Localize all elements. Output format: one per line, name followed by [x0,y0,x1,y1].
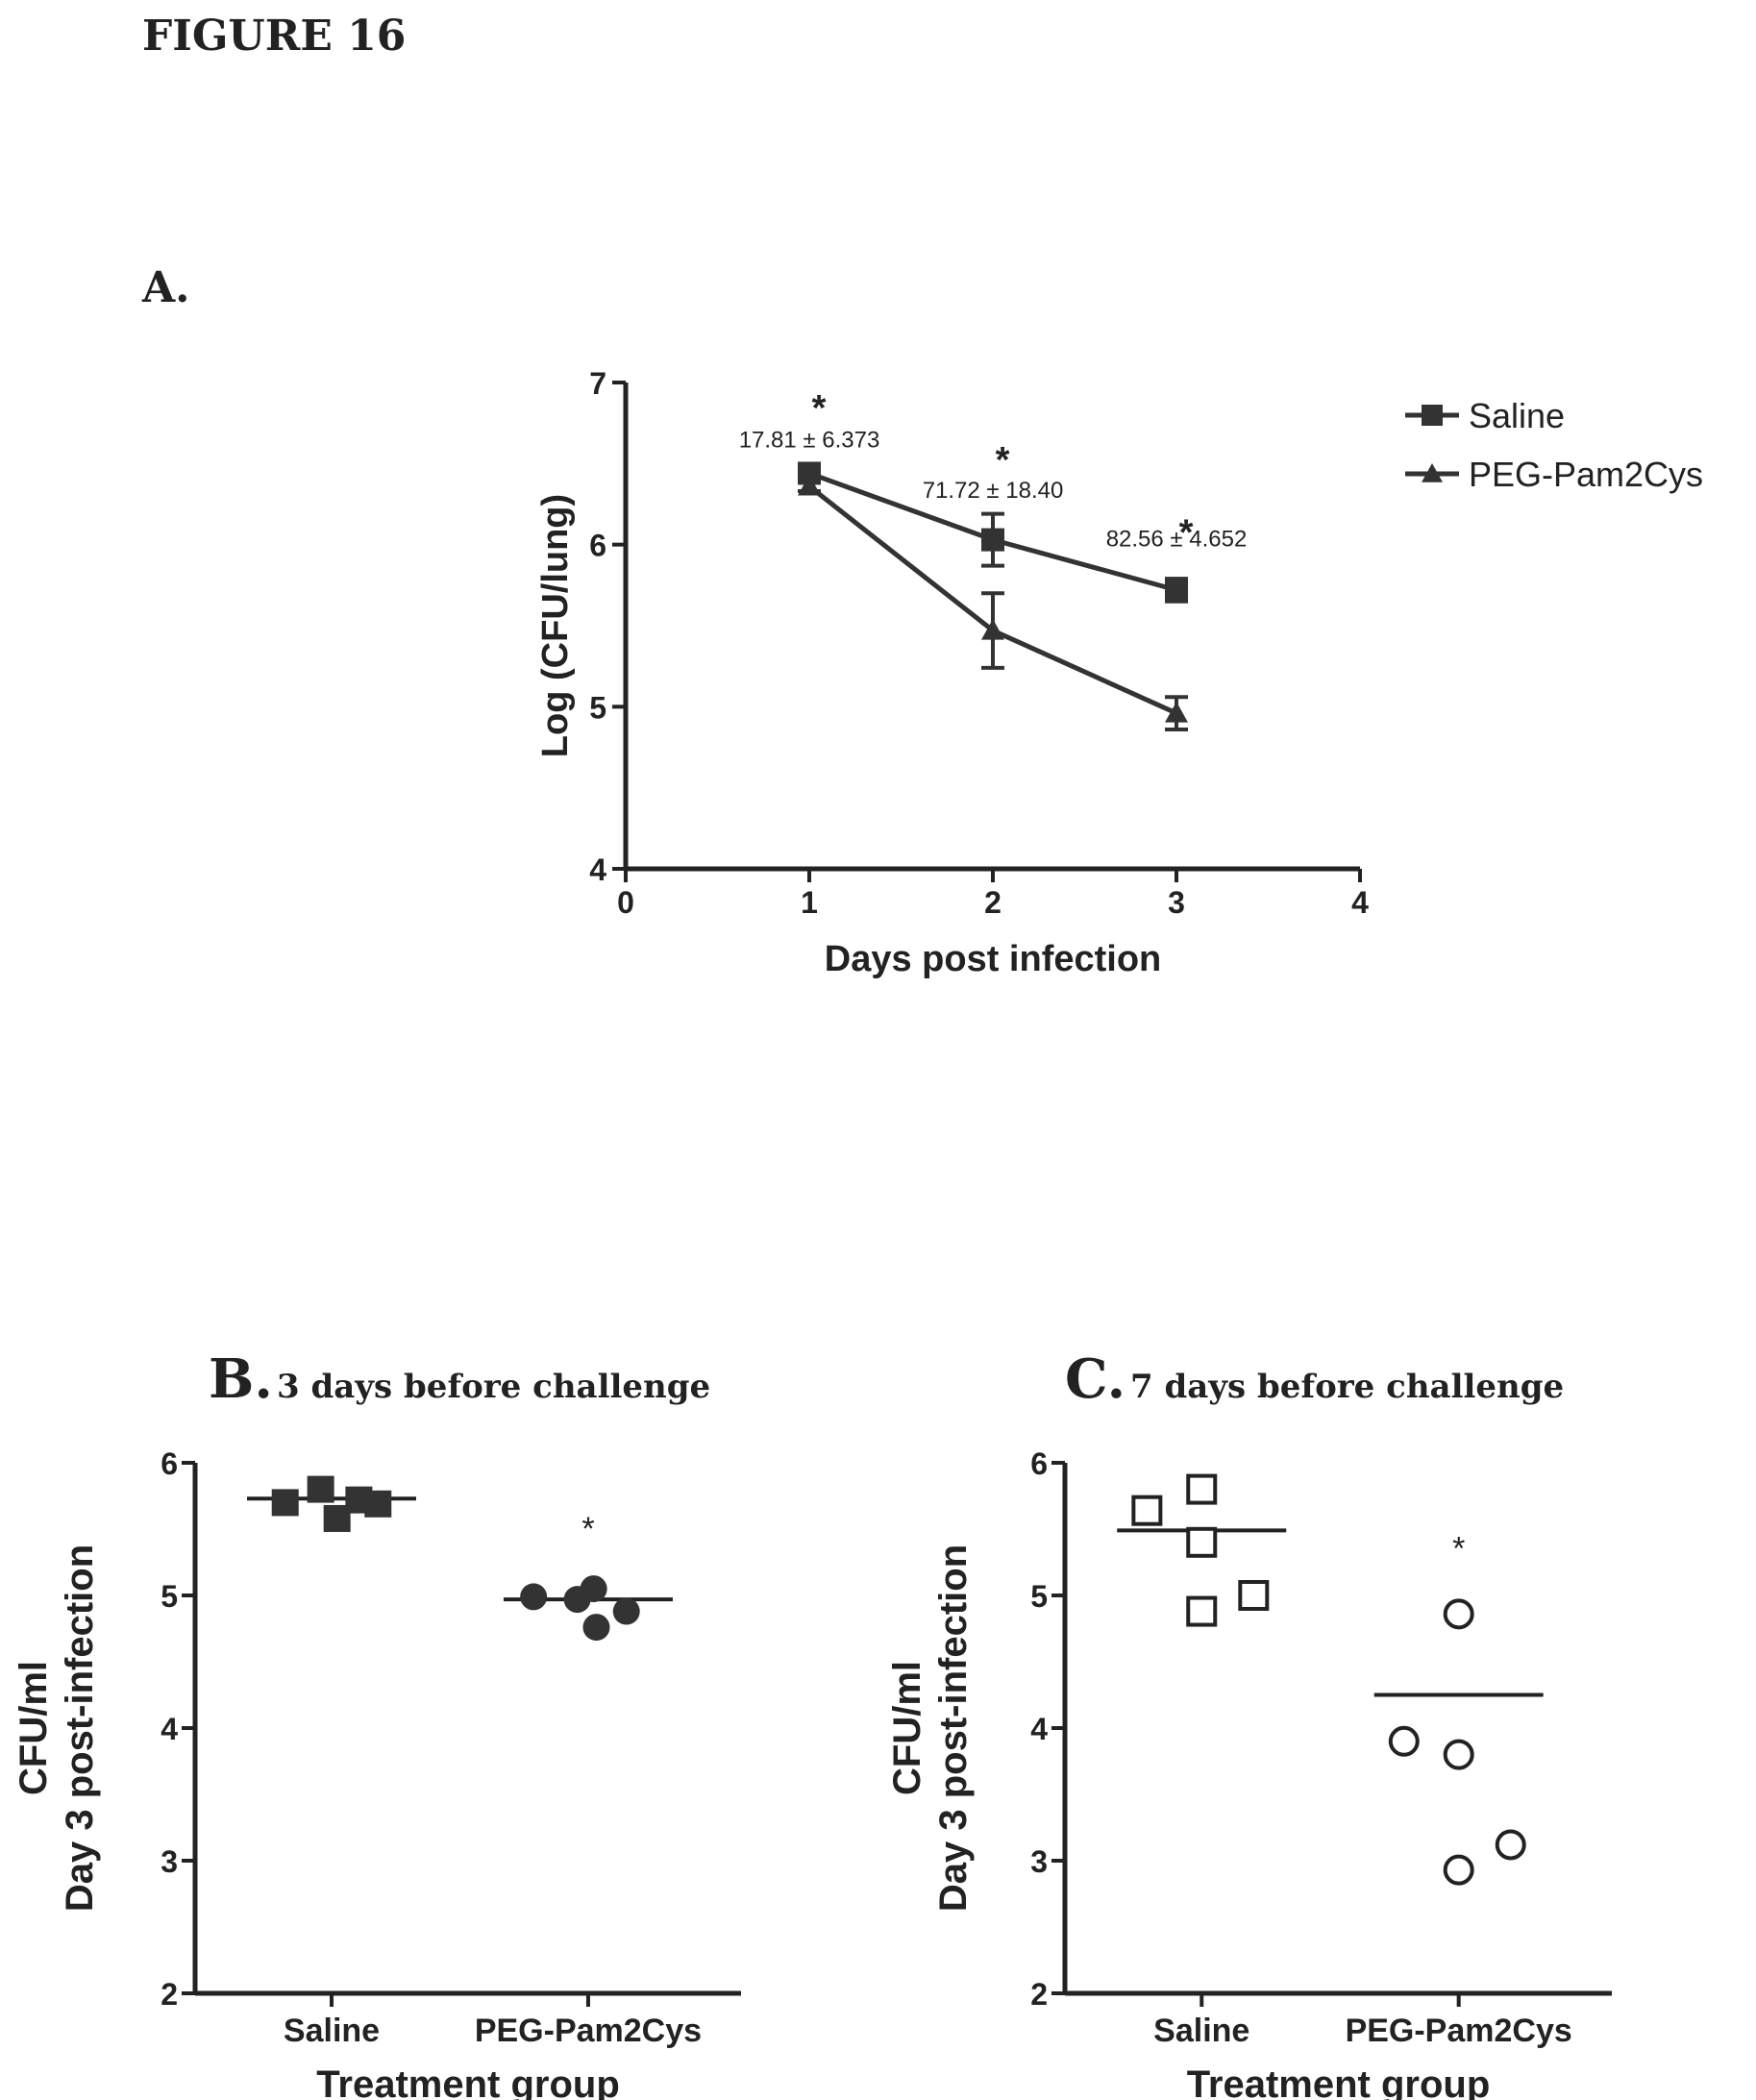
data-point-circle-open [1443,1854,1474,1886]
panel-b-heading: 3 days before challenge [277,1368,710,1406]
stats-annotation: 71.72 ± 18.40 [923,478,1064,504]
data-point-square-open [1186,1526,1218,1558]
data-point-square-open [1186,1473,1218,1505]
x-axis-label: Days post infection [825,939,1162,979]
data-point-square-open [1238,1580,1270,1611]
significance-star: * [996,440,1010,481]
y-tick-label: 5 [161,1579,178,1614]
significance-star: * [1452,1531,1465,1568]
y-tick-label: 6 [161,1446,178,1481]
y-tick-label: 3 [161,1844,178,1879]
x-axis-label: Treatment group [1187,2063,1491,2100]
panel-c-label: C. [1065,1347,1125,1411]
panel-b-label: B. [209,1347,273,1411]
legend-marker-triangle [1422,463,1443,482]
y-tick-label: 6 [589,529,606,563]
data-point-circle-filled [580,1575,607,1603]
data-point-circle-open [1443,1598,1474,1630]
significance-star: * [1179,513,1194,554]
panel-c-scatter-chart: 2 3 4 5 6 Saline PEG-Pam2Cys Treatment group CFU… [886,1446,1612,2100]
data-point-circle-open [1388,1725,1420,1757]
x-tick-label: 1 [801,885,818,920]
legend-marker-square [1422,405,1443,426]
stats-annotation: 82.56 ± 4.652 [1106,526,1248,552]
x-tick-label: 2 [984,885,1002,920]
legend-label: PEG-Pam2Cys [1469,455,1703,494]
y-axis-label: Day 3 post-infection [932,1544,975,1912]
panel-c-heading: 7 days before challenge [1130,1368,1564,1406]
data-point-triangle [1165,702,1188,723]
x-tick-label: 4 [1351,885,1369,920]
significance-star: * [581,1511,594,1547]
x-tick-label: 0 [617,885,634,920]
x-tick-label: PEG-Pam2Cys [475,2013,702,2049]
figure-title: FIGURE 16 [142,12,406,61]
data-point-square-filled [307,1475,334,1503]
data-point-square-filled [271,1489,299,1517]
data-point-circle-open [1495,1829,1526,1861]
data-point-triangle [798,474,821,496]
y-tick-label: 4 [589,852,606,887]
y-axis-label: CFU/ml [12,1661,55,1795]
x-tick-label: Saline [284,2013,380,2049]
legend-label: Saline [1469,396,1565,435]
x-tick-label: 3 [1168,885,1185,920]
y-tick-label: 4 [161,1712,178,1746]
y-axis-label: CFU/ml [886,1661,928,1795]
y-tick-label: 5 [1030,1579,1048,1614]
panel-a-label: A. [141,263,189,312]
y-tick-label: 6 [1030,1446,1048,1481]
data-point-square-open [1131,1495,1163,1526]
y-axis-label: Day 3 post-infection [59,1544,101,1912]
y-axis-label: Log (CFU/lung) [535,494,576,757]
data-point-circle-filled [520,1583,548,1611]
stats-annotation: 17.81 ± 6.373 [739,427,880,453]
y-tick-label: 2 [1030,1977,1048,2012]
data-point-circle-open [1443,1739,1474,1770]
y-tick-label: 7 [589,366,606,401]
data-point-square-open [1186,1595,1218,1627]
x-axis-label: Treatment group [316,2063,620,2100]
y-tick-label: 4 [1030,1712,1048,1746]
y-tick-label: 5 [589,690,606,725]
y-tick-label: 3 [1030,1844,1048,1879]
data-point-square-filled [364,1490,392,1518]
panel-b-scatter-chart: 2 3 4 5 6 Saline PEG-Pam2Cys Treatment group CFU… [12,1446,741,2100]
data-point-circle-filled [582,1614,610,1642]
x-tick-label: Saline [1153,2013,1249,2049]
y-tick-label: 2 [161,1977,178,2012]
significance-star: * [812,388,827,429]
data-point-square [1165,578,1188,602]
x-tick-label: PEG-Pam2Cys [1346,2013,1572,2049]
data-point-square [981,528,1004,552]
panel-a-line-chart: 4 5 6 7 0 1 2 3 4 Days post infection Log (CFU/lun… [535,366,1703,979]
data-point-circle-filled [612,1597,640,1625]
data-point-triangle [981,619,1004,640]
